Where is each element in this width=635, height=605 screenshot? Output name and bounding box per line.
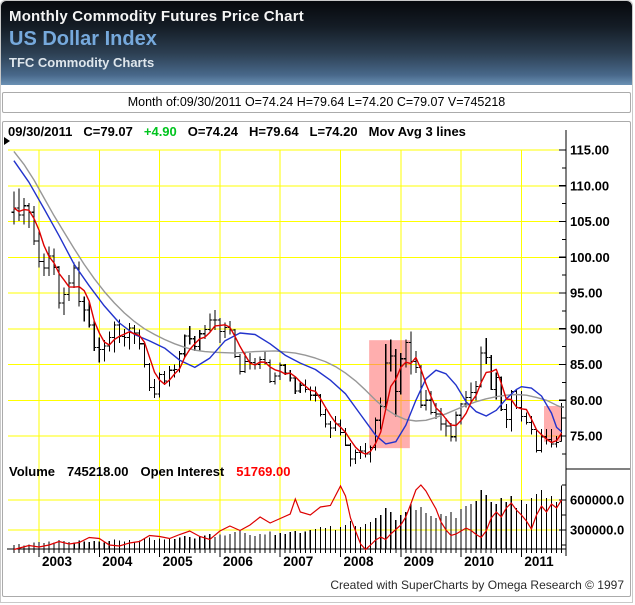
year-tick-label: 2004 bbox=[102, 554, 133, 569]
price-tick-label: 95.00 bbox=[570, 286, 603, 301]
label-movavg: Mov Avg 3 lines bbox=[368, 124, 466, 139]
year-tick-label: 2010 bbox=[464, 554, 494, 569]
month-summary-bar: Month of:09/30/2011 O=74.24 H=79.64 L=74… bbox=[2, 92, 631, 113]
label-close: C=79.07 bbox=[83, 124, 133, 139]
moving-average-mid-line bbox=[13, 160, 563, 445]
year-tick-label: 2008 bbox=[344, 554, 375, 569]
price-volume-chart: 115.00 110.00 105.00 100.00 95.00 90.00 85.00 8… bbox=[4, 130, 630, 570]
price-tick-label: 105.00 bbox=[570, 214, 610, 229]
year-tick-label: 2003 bbox=[42, 554, 73, 569]
price-tick-label: 115.00 bbox=[570, 143, 609, 158]
volume-tick-label: 600000.0 bbox=[570, 493, 624, 508]
price-tick-label: 100.00 bbox=[570, 250, 610, 265]
year-tick-label: 2011 bbox=[524, 554, 554, 569]
source-title: TFC Commodity Charts bbox=[9, 55, 155, 70]
label-change: +4.90 bbox=[143, 124, 177, 139]
price-tick-label: 85.00 bbox=[570, 357, 603, 372]
open-interest-line bbox=[13, 484, 563, 551]
label-date: 09/30/2011 bbox=[8, 124, 73, 139]
grid-lines bbox=[8, 149, 566, 549]
price-tick-label: 110.00 bbox=[570, 178, 609, 193]
price-tick-label: 80.00 bbox=[570, 393, 603, 408]
volume-tick-label: 300000.0 bbox=[570, 523, 624, 538]
axis-labels: 115.00 110.00 105.00 100.00 95.00 90.00 85.00 8… bbox=[42, 143, 624, 570]
year-tick-label: 2005 bbox=[163, 554, 194, 569]
year-tick-label: 2009 bbox=[404, 554, 434, 569]
highlight-box bbox=[544, 405, 562, 442]
label-open: O=74.24 bbox=[187, 124, 239, 139]
moving-average-fast-line bbox=[13, 207, 563, 455]
moving-average-slow-line bbox=[13, 150, 562, 422]
year-tick-label: 2006 bbox=[223, 554, 254, 569]
price-tick-label: 75.00 bbox=[570, 429, 603, 444]
label-low: L=74.20 bbox=[309, 124, 358, 139]
open-interest-label: Open Interest bbox=[140, 464, 225, 479]
header: Monthly Commodity Futures Price Chart US… bbox=[1, 1, 632, 85]
page-title: Monthly Commodity Futures Price Chart bbox=[9, 8, 304, 25]
volume-value: 745218.00 bbox=[67, 464, 129, 479]
label-high: H=79.64 bbox=[249, 124, 299, 139]
left-edge-marker-icon bbox=[4, 137, 10, 145]
volume-label-row: Volume 745218.00 Open Interest 51769.00 bbox=[9, 464, 302, 479]
ohlc-label-row: 09/30/2011 C=79.07 +4.90 O=74.24 H=79.64 L=74… bbox=[8, 124, 477, 139]
ohlc-bars bbox=[11, 188, 564, 467]
chart-container: 115.00 110.00 105.00 100.00 95.00 90.00 85.00 8… bbox=[2, 121, 631, 597]
price-tick-label: 90.00 bbox=[570, 321, 603, 336]
year-tick-label: 2007 bbox=[283, 554, 313, 569]
open-interest-value: 51769.00 bbox=[236, 464, 291, 479]
supercharts-credit: Created with SuperCharts by Omega Resear… bbox=[330, 578, 624, 592]
volume-bars bbox=[13, 485, 563, 549]
highlight-boxes bbox=[369, 340, 562, 449]
axes bbox=[7, 130, 630, 557]
symbol-title: US Dollar Index bbox=[9, 28, 157, 50]
volume-label: Volume bbox=[9, 464, 55, 479]
